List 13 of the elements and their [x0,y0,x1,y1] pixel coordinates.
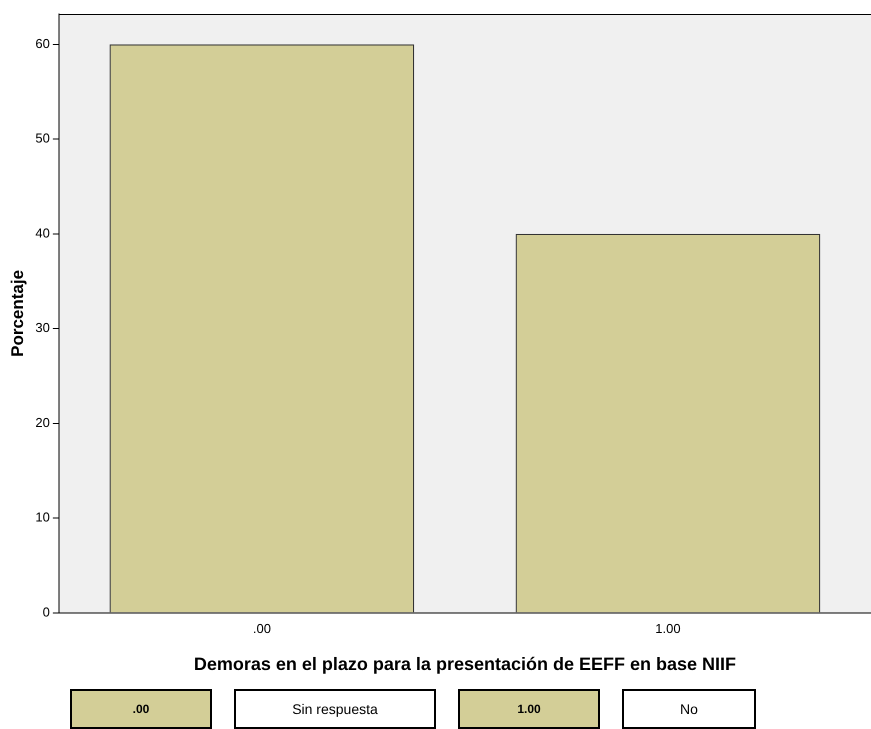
text: No [622,689,756,729]
y-tick-label: 20 [35,414,50,430]
y-axis-title: Porcentaje [8,270,27,357]
y-tick-label: 40 [35,225,50,240]
y-tick-label: 30 [35,320,50,336]
y-tick-label: 60 [35,36,50,51]
y-tick-label: 0 [42,604,50,620]
text: .00 [70,689,212,729]
y-tick-label: 10 [35,510,50,525]
text: 1.00 [458,689,600,729]
y-tick-label: 50 [35,130,50,146]
x-axis-title: Demoras en el plazo para la presentación de EEFF en base NIIF [194,654,736,674]
text: Sin respuesta [234,689,436,729]
